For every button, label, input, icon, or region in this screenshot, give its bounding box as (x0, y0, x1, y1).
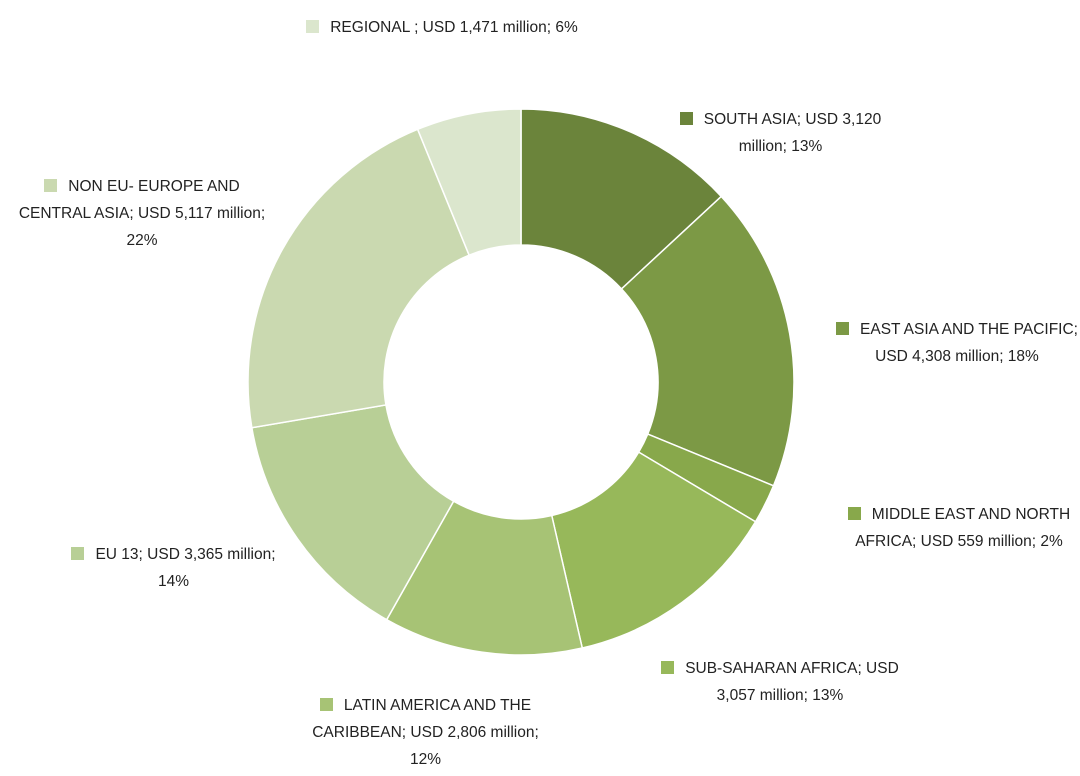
slice-label: MIDDLE EAST AND NORTH AFRICA; USD 559 mi… (840, 501, 1078, 555)
donut-slice (620, 195, 795, 487)
legend-marker (319, 698, 333, 711)
slice-label: LATIN AMERICA AND THE CARIBBEAN; USD 2,8… (298, 692, 553, 773)
label-text: SUB-SAHARAN AFRICA; USD 3,057 million; 1… (685, 660, 899, 704)
slice-label: SOUTH ASIA; USD 3,120 million; 13% (668, 106, 893, 160)
label-text: REGIONAL ; USD 1,471 million; 6% (330, 19, 578, 36)
label-text: LATIN AMERICA AND THE CARIBBEAN; USD 2,8… (312, 697, 539, 768)
slice-label: SUB-SAHARAN AFRICA; USD 3,057 million; 1… (646, 655, 914, 709)
label-text: NON EU- EUROPE AND CENTRAL ASIA; USD 5,1… (18, 178, 266, 249)
donut-slice (520, 108, 723, 290)
slice-label: EAST ASIA AND THE PACIFIC; USD 4,308 mil… (832, 316, 1080, 370)
slice-label: NON EU- EUROPE AND CENTRAL ASIA; USD 5,1… (8, 173, 276, 254)
donut-slice (416, 108, 522, 257)
slice-label: REGIONAL ; USD 1,471 million; 6% (292, 14, 592, 41)
slice-label: EU 13; USD 3,365 million; 14% (66, 541, 281, 595)
donut-slice (250, 404, 455, 621)
legend-marker (44, 179, 58, 192)
legend-marker (71, 547, 85, 560)
legend-marker (661, 661, 675, 674)
legend-marker (847, 507, 861, 520)
label-text: EAST ASIA AND THE PACIFIC; USD 4,308 mil… (860, 321, 1078, 365)
donut-slice (247, 128, 471, 429)
label-text: SOUTH ASIA; USD 3,120 million; 13% (703, 111, 882, 155)
legend-marker (306, 20, 320, 33)
legend-marker (679, 112, 693, 125)
label-text: MIDDLE EAST AND NORTH AFRICA; USD 559 mi… (855, 506, 1071, 550)
label-text: EU 13; USD 3,365 million; 14% (95, 546, 276, 590)
legend-marker (836, 322, 850, 335)
